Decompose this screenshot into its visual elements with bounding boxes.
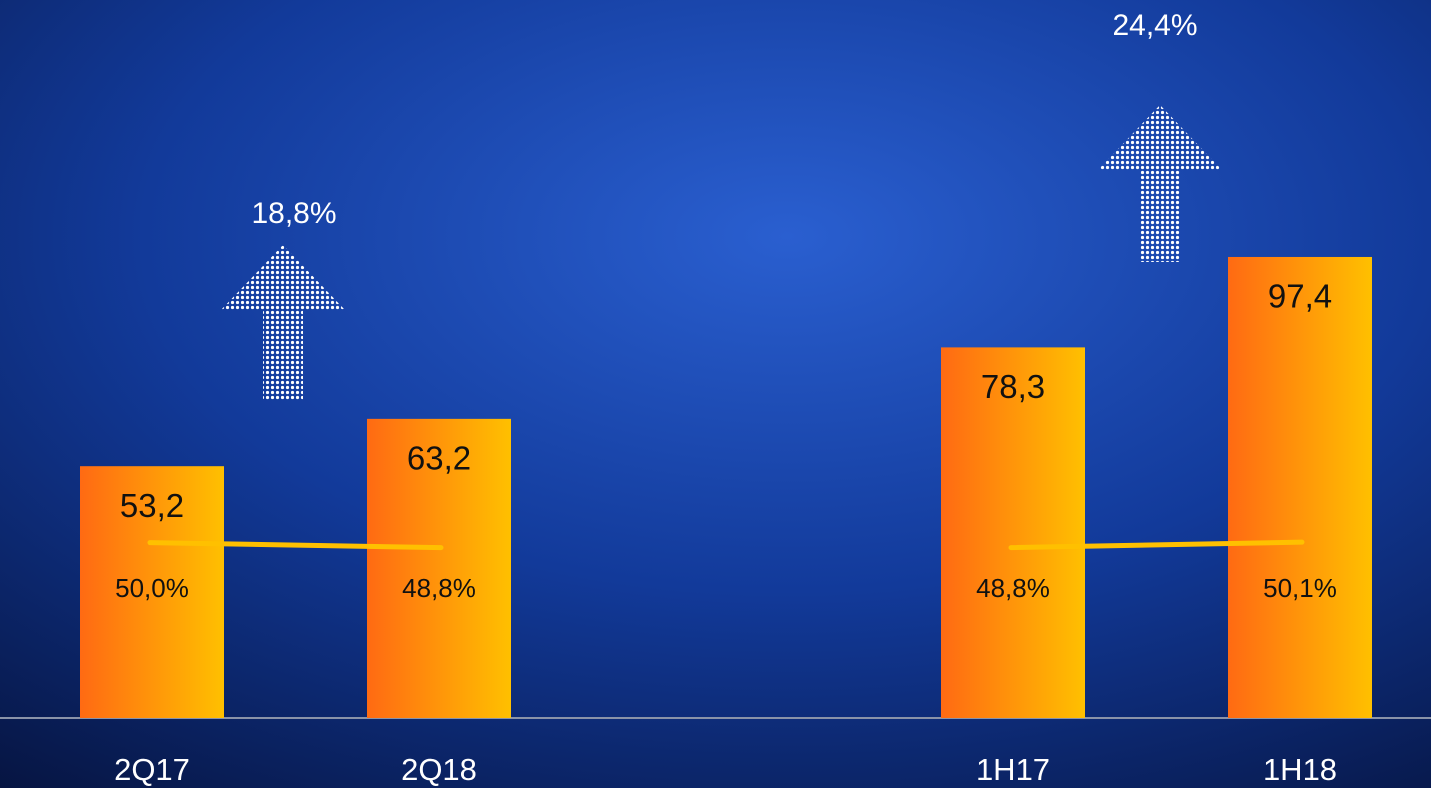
x-tick-label: 2Q18 <box>401 752 477 787</box>
growth-label: 24,4% <box>1112 9 1197 42</box>
growth-arrow <box>1098 105 1222 262</box>
margin-line <box>1008 539 1305 551</box>
bar <box>367 418 511 718</box>
x-tick-label: 1H18 <box>1263 752 1337 787</box>
margin-label: 48,8% <box>976 573 1050 603</box>
growth-arrow <box>221 245 345 400</box>
bar <box>941 347 1085 718</box>
x-tick-label: 1H17 <box>976 752 1050 787</box>
bar <box>1228 256 1372 718</box>
margin-label: 50,0% <box>115 573 189 603</box>
margin-line <box>147 540 444 551</box>
growth-label: 18,8% <box>251 197 336 230</box>
x-tick-label: 2Q17 <box>114 752 190 787</box>
margin-label: 50,1% <box>1263 573 1337 603</box>
bar-value-label: 53,2 <box>120 487 184 524</box>
bar-value-label: 97,4 <box>1268 278 1332 315</box>
bar-value-label: 63,2 <box>407 440 471 477</box>
margin-label: 48,8% <box>402 573 476 603</box>
bar-value-label: 78,3 <box>981 368 1045 405</box>
bar <box>80 466 224 718</box>
